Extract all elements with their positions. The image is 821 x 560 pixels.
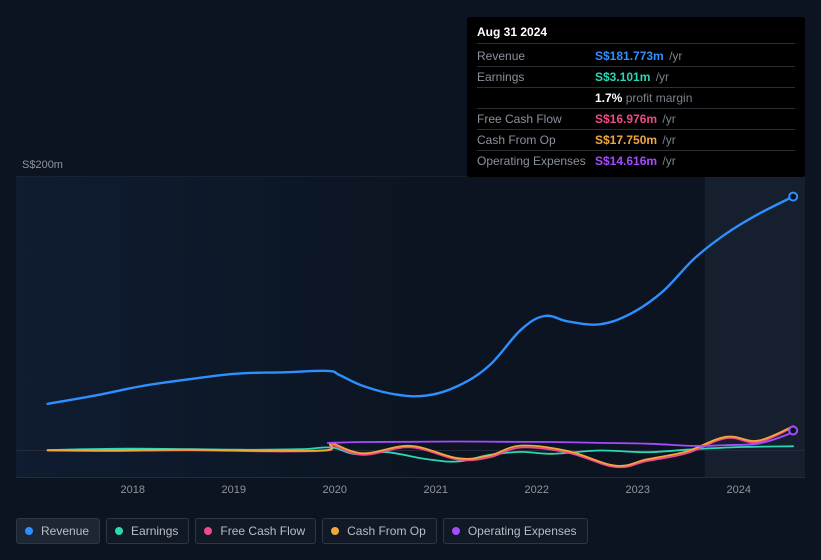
legend-dot-icon bbox=[204, 527, 212, 535]
tooltip-label: Revenue bbox=[477, 48, 595, 64]
legend-label: Cash From Op bbox=[347, 524, 426, 538]
legend-label: Revenue bbox=[41, 524, 89, 538]
x-tick-label: 2023 bbox=[625, 484, 649, 496]
tooltip-label: Operating Expenses bbox=[477, 153, 595, 169]
legend-dot-icon bbox=[331, 527, 339, 535]
tooltip-value: S$17.750m /yr bbox=[595, 132, 795, 148]
chart-legend: Revenue Earnings Free Cash Flow Cash Fro… bbox=[16, 518, 588, 544]
tooltip-row: Free Cash FlowS$16.976m /yr bbox=[477, 109, 795, 130]
tooltip-note-row: 1.7% profit margin bbox=[477, 88, 795, 109]
x-tick-label: 2022 bbox=[524, 484, 548, 496]
legend-item-opex[interactable]: Operating Expenses bbox=[443, 518, 588, 544]
x-tick-label: 2018 bbox=[121, 484, 145, 496]
tooltip-row: RevenueS$181.773m /yr bbox=[477, 46, 795, 67]
legend-item-earnings[interactable]: Earnings bbox=[106, 518, 189, 544]
legend-item-cfo[interactable]: Cash From Op bbox=[322, 518, 437, 544]
x-axis: 2018 2019 2020 2021 2022 2023 2024 bbox=[16, 484, 805, 502]
x-tick-label: 2020 bbox=[323, 484, 347, 496]
x-tick-label: 2021 bbox=[423, 484, 447, 496]
tooltip-label: Cash From Op bbox=[477, 132, 595, 148]
legend-item-revenue[interactable]: Revenue bbox=[16, 518, 100, 544]
x-tick-label: 2019 bbox=[222, 484, 246, 496]
legend-label: Operating Expenses bbox=[468, 524, 577, 538]
tooltip-row: EarningsS$3.101m /yr bbox=[477, 67, 795, 88]
tooltip-label: Earnings bbox=[477, 69, 595, 85]
legend-item-fcf[interactable]: Free Cash Flow bbox=[195, 518, 316, 544]
y-tick-label: S$200m bbox=[22, 159, 63, 171]
tooltip-row: Cash From OpS$17.750m /yr bbox=[477, 130, 795, 151]
tooltip-note: 1.7% profit margin bbox=[595, 90, 795, 106]
legend-dot-icon bbox=[452, 527, 460, 535]
tooltip-value: S$3.101m /yr bbox=[595, 69, 795, 85]
tooltip-value: S$181.773m /yr bbox=[595, 48, 795, 64]
tooltip-value: S$14.616m /yr bbox=[595, 153, 795, 169]
financials-line-chart[interactable] bbox=[16, 176, 805, 478]
series-end-marker-opex bbox=[789, 427, 797, 435]
tooltip-label: Free Cash Flow bbox=[477, 111, 595, 127]
legend-dot-icon bbox=[115, 527, 123, 535]
legend-label: Free Cash Flow bbox=[220, 524, 305, 538]
chart-tooltip: Aug 31 2024 RevenueS$181.773m /yrEarning… bbox=[467, 17, 805, 177]
tooltip-value: S$16.976m /yr bbox=[595, 111, 795, 127]
tooltip-row: Operating ExpensesS$14.616m /yr bbox=[477, 151, 795, 171]
legend-label: Earnings bbox=[131, 524, 178, 538]
tooltip-date: Aug 31 2024 bbox=[477, 25, 795, 44]
legend-dot-icon bbox=[25, 527, 33, 535]
x-tick-label: 2024 bbox=[726, 484, 750, 496]
series-end-marker-revenue bbox=[789, 193, 797, 201]
